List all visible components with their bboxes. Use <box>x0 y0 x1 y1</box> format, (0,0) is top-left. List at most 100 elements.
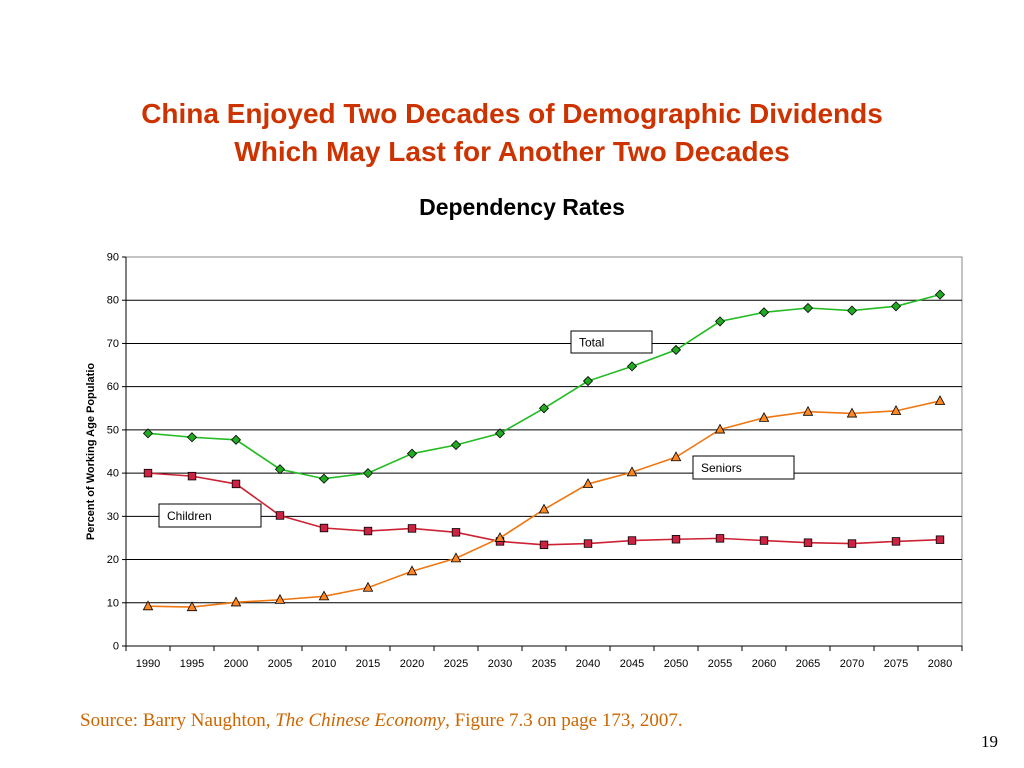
children-point <box>935 535 945 544</box>
total-point <box>582 375 594 387</box>
source-prefix: Source: Barry Naughton, <box>80 710 276 731</box>
y-tick-label: 20 <box>107 554 119 566</box>
x-tick-label: 2075 <box>884 658 908 670</box>
total-point <box>714 316 726 327</box>
children-label-box <box>158 503 262 528</box>
seniors-point <box>230 596 242 607</box>
seniors-point <box>758 411 770 422</box>
total-point <box>846 305 858 316</box>
total-point <box>142 428 154 439</box>
x-tick-label: 1995 <box>180 658 204 670</box>
total-point <box>230 434 242 445</box>
children-point <box>759 536 769 545</box>
chart-title: Dependency Rates <box>419 194 625 220</box>
children-label: Children <box>167 509 212 523</box>
seniors-point <box>142 600 154 611</box>
x-tick-label: 2000 <box>224 658 248 670</box>
total-point <box>494 428 506 439</box>
children-point <box>715 534 725 543</box>
children-point <box>363 526 373 536</box>
total-point <box>626 361 638 372</box>
seniors-point <box>626 466 638 477</box>
children-point <box>275 511 285 520</box>
page-number: 19 <box>981 732 998 751</box>
seniors-point <box>714 423 726 434</box>
grid-layer <box>125 256 963 647</box>
x-tick-label: 2015 <box>356 658 380 670</box>
total-point <box>934 289 946 300</box>
x-tick-label: 2065 <box>796 658 820 670</box>
slide-title-line-1: China Enjoyed Two Decades of Demographic… <box>141 98 883 129</box>
plot-area-border <box>125 256 963 647</box>
total-point <box>318 473 330 484</box>
total-point <box>186 432 198 443</box>
children-point <box>231 479 241 489</box>
x-tick-label: 2020 <box>400 658 424 670</box>
children-point <box>627 536 637 545</box>
children-point <box>407 524 417 533</box>
y-tick-label: 10 <box>107 597 119 609</box>
y-tick-label: 40 <box>107 468 119 480</box>
y-axis-title: Percent of Working Age Populatio <box>85 363 97 541</box>
total-point <box>362 468 374 479</box>
x-tick-label: 2040 <box>576 658 600 670</box>
x-tick-label: 2005 <box>268 658 292 670</box>
x-tick-label: 2025 <box>444 658 468 670</box>
total-label-box <box>570 330 653 354</box>
seniors-label-box <box>692 455 795 480</box>
axis-layer <box>122 256 963 651</box>
seniors-point <box>890 405 902 415</box>
total-point <box>670 344 682 355</box>
children-point <box>539 540 549 550</box>
source-book-title: The Chinese Economy <box>275 710 446 731</box>
y-tick-label: 30 <box>107 511 119 523</box>
children-point <box>143 468 153 478</box>
seniors-point <box>494 532 506 542</box>
x-tick-label: 2035 <box>532 658 556 670</box>
x-tick-label: 2010 <box>312 658 336 670</box>
y-tick-label: 90 <box>107 252 119 264</box>
line-layer <box>147 293 941 608</box>
source-suffix: , Figure 7.3 on page 173, 2007. <box>445 710 683 731</box>
seniors-point <box>934 395 946 405</box>
x-tick-label: 1990 <box>136 658 160 670</box>
seniors-point <box>846 407 858 418</box>
seniors-point <box>582 478 594 488</box>
y-tick-label: 70 <box>107 338 119 350</box>
seniors-point <box>406 565 418 576</box>
seniors-point <box>670 451 682 462</box>
y-tick-label: 50 <box>107 424 119 436</box>
slide-title: China Enjoyed Two Decades of Demographic… <box>0 95 1024 171</box>
seniors-point <box>538 503 550 514</box>
total-point <box>758 307 770 318</box>
seniors-point <box>186 601 198 612</box>
seniors-point <box>318 590 330 601</box>
total-point <box>802 302 814 314</box>
source-citation: Source: Barry Naughton, The Chinese Econ… <box>80 710 683 732</box>
slide-title-line-2: Which May Last for Another Two Decades <box>234 136 790 167</box>
x-tick-label: 2070 <box>840 658 864 670</box>
children-point <box>671 535 681 544</box>
children-point <box>187 471 197 481</box>
children-point <box>451 528 461 537</box>
marker-layer <box>142 289 946 612</box>
total-label: Total <box>579 336 604 350</box>
x-tick-label: 2080 <box>928 658 952 670</box>
total-point <box>406 448 418 459</box>
seniors-label: Seniors <box>701 461 742 475</box>
seniors-point <box>802 405 814 416</box>
total-point <box>450 439 462 451</box>
total-point <box>538 403 550 414</box>
children-point <box>891 537 901 546</box>
x-tick-label: 2050 <box>664 658 688 670</box>
y-tick-label: 60 <box>107 381 119 393</box>
seniors-point <box>362 581 374 592</box>
x-tick-label: 2060 <box>752 658 776 670</box>
seniors-point <box>274 593 286 604</box>
children-point <box>319 523 329 533</box>
x-tick-label: 2030 <box>488 658 512 670</box>
x-tick-label: 2045 <box>620 658 644 670</box>
x-tick-label: 2055 <box>708 658 732 670</box>
